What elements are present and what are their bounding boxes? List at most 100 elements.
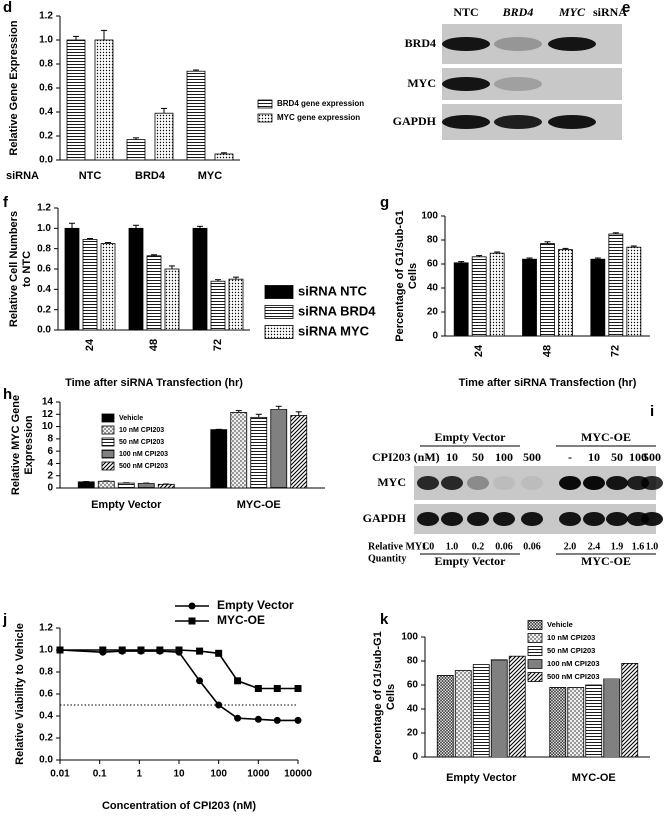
row-label: GAPDH [393, 114, 437, 128]
blot-band [442, 77, 490, 91]
legend-swatch [527, 633, 543, 643]
point [234, 714, 242, 722]
error-bar [235, 410, 242, 413]
bar [64, 227, 80, 331]
error-bar [295, 411, 302, 416]
point [56, 646, 64, 654]
legend-label: MYC-OE [217, 613, 265, 627]
y-axis-label: Expression [23, 415, 35, 475]
point [118, 646, 126, 654]
quantity: 0.2 [472, 541, 485, 552]
point [273, 685, 281, 692]
legend-marker [188, 617, 196, 625]
legend-swatch [101, 425, 115, 435]
blot-band [442, 37, 490, 51]
lane-label: 100 [629, 450, 647, 464]
error-bar [544, 241, 551, 244]
y-tick-label: 14 [42, 397, 54, 408]
lane-label: 10 [588, 450, 600, 464]
y-axis-label: Cells [385, 684, 397, 710]
blot-band [606, 512, 628, 526]
x-tick-label: 0.01 [50, 769, 70, 780]
legend-label: BRD4 gene expression [277, 99, 364, 108]
legend-label: siRNA NTC [298, 283, 367, 298]
legend-label: Empty Vector [217, 598, 294, 612]
bar [82, 239, 98, 331]
group-label: MYC-OE [581, 430, 631, 444]
x-tick-label: BRD4 [135, 170, 166, 182]
quantity: 2.4 [588, 541, 601, 552]
series-line [60, 649, 298, 690]
bar [549, 687, 567, 758]
x-axis-label: Concentration of CPI203 (nM) [102, 800, 256, 812]
legend-label: 50 nM CPI203 [119, 439, 164, 446]
error-bar [494, 251, 501, 254]
bar [146, 255, 162, 331]
error-bar [69, 222, 75, 229]
point [99, 646, 107, 654]
blot-band [417, 476, 439, 490]
row-label: BRD4 [405, 36, 436, 50]
bar [154, 112, 174, 161]
y-tick-label: 100 [421, 211, 438, 222]
legend-label: MYC gene expression [277, 113, 360, 122]
legend-swatch [257, 99, 273, 109]
y-tick-label: 0.8 [39, 59, 53, 70]
error-bar [215, 279, 221, 282]
blot-band [493, 512, 515, 526]
error-bar [562, 247, 569, 250]
blot-band [559, 476, 581, 490]
blot-band [441, 476, 463, 490]
bar [621, 663, 639, 758]
point [175, 646, 183, 654]
lane-label: 100 [495, 450, 513, 464]
panel-label: g [380, 194, 389, 211]
point [234, 677, 242, 685]
error-bar [169, 265, 175, 269]
y-tick-label: 2 [47, 470, 53, 481]
lane-label: 500 [643, 450, 661, 464]
y-tick-label: 1.2 [37, 203, 51, 214]
lane-label: BRD4 [502, 5, 534, 19]
legend-swatch [264, 285, 294, 299]
bar [230, 412, 248, 489]
x-tick-label: 24 [84, 338, 96, 351]
bar [626, 246, 642, 337]
y-axis-label: Percentage of G1/sub-G1 [372, 631, 384, 762]
bar [290, 415, 308, 489]
bar [128, 227, 144, 331]
error-bar [87, 238, 93, 240]
blot-band [548, 37, 596, 51]
y-tick-label: 80 [407, 656, 419, 667]
legend-label: Vehicle [119, 415, 143, 422]
y-axis-label: Relative Gene Expression [8, 20, 20, 155]
x-tick-label: MYC [198, 170, 223, 182]
legend-label: 10 nM CPI203 [547, 633, 595, 642]
legend-label: 500 nM CPI203 [119, 463, 168, 470]
bar [270, 408, 288, 489]
y-tick-label: 1.2 [39, 623, 53, 634]
row-label: MYC [407, 76, 436, 90]
y-axis-label: Percentage of G1/sub-G1 [394, 210, 406, 341]
y-tick-label: 0.0 [39, 155, 53, 166]
bar [608, 233, 624, 337]
bar [97, 480, 115, 489]
bar [489, 252, 505, 337]
y-tick-label: 60 [427, 259, 439, 270]
y-tick-label: 0.2 [37, 304, 51, 315]
point [273, 716, 281, 724]
bar [137, 482, 155, 489]
y-tick-label: 0.6 [39, 689, 53, 700]
blot-band [559, 512, 581, 526]
bar [585, 684, 603, 758]
y-tick-label: 100 [401, 632, 418, 643]
y-tick-label: 0.0 [39, 755, 53, 766]
x-tick-label: 1000 [247, 769, 270, 780]
lane-label: - [568, 450, 572, 464]
point [137, 646, 145, 654]
blot-band [493, 476, 515, 490]
bar [210, 429, 228, 489]
footer-label: MYC-OE [581, 554, 631, 568]
y-tick-label: 12 [42, 409, 54, 420]
